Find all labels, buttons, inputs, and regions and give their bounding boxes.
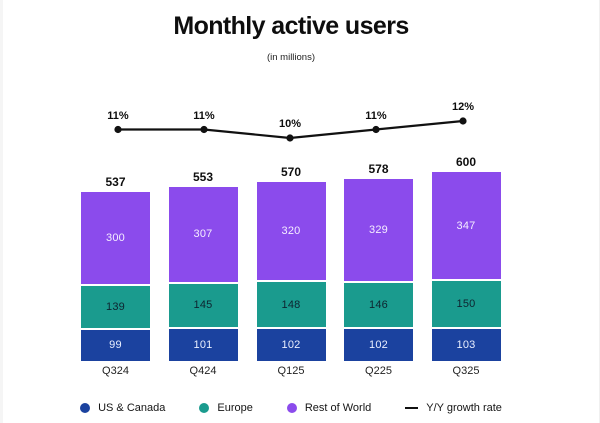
legend-item-europe: Europe bbox=[199, 402, 253, 414]
legend-dot-icon bbox=[80, 403, 91, 413]
plot-area: 99 139 300 537 Q324 101 145 307 553 Q424 102 148 320… bbox=[43, 95, 563, 385]
x-axis-label-q225: Q225 bbox=[365, 365, 392, 377]
segment-value-label: 150 bbox=[456, 297, 476, 310]
growth-marker bbox=[200, 125, 208, 134]
segment-value-label: 148 bbox=[281, 298, 301, 311]
growth-marker bbox=[286, 134, 294, 142]
growth-value-label: 11% bbox=[193, 109, 215, 122]
bar-segment-europe-q324: 139 bbox=[81, 286, 150, 330]
bar-segment-europe-q424: 145 bbox=[168, 283, 238, 330]
legend-label: Rest of World bbox=[304, 402, 372, 414]
chart-title: Monthly active users bbox=[173, 12, 409, 40]
growth-value-label: 11% bbox=[365, 109, 387, 122]
x-axis-label-q424: Q424 bbox=[189, 365, 217, 377]
x-axis-label-q325: Q325 bbox=[452, 365, 480, 377]
segment-value-label: 139 bbox=[106, 300, 125, 313]
legend-dot-icon bbox=[199, 403, 210, 413]
segment-value-label: 307 bbox=[193, 228, 213, 241]
bar-segment-rest-of-world-q325: 347 bbox=[431, 172, 501, 282]
growth-marker bbox=[372, 125, 380, 134]
bar-segment-europe-q325: 150 bbox=[431, 281, 501, 329]
legend-item-rest-of-world: Rest of World bbox=[286, 402, 372, 414]
bar-segment-us-canada-q424: 101 bbox=[168, 329, 238, 361]
legend-label: Europe bbox=[217, 402, 253, 414]
legend: US & Canada Europe Rest of World Y/Y growth… bbox=[31, 398, 551, 418]
segment-value-label: 320 bbox=[281, 224, 301, 237]
segment-value-label: 99 bbox=[109, 339, 122, 352]
x-axis-label-q125: Q125 bbox=[277, 365, 305, 377]
bar-segment-us-canada-q225: 102 bbox=[344, 328, 413, 361]
legend-label: Y/Y growth rate bbox=[426, 402, 502, 414]
bar-segment-us-canada-q324: 99 bbox=[81, 329, 150, 361]
legend-label: US & Canada bbox=[98, 402, 166, 414]
bar-segment-us-canada-q325: 103 bbox=[431, 328, 501, 361]
bar-total-label-q424: 553 bbox=[192, 169, 214, 184]
bar-total-label-q324: 537 bbox=[105, 174, 126, 189]
bar-segment-us-canada-q125: 102 bbox=[256, 328, 326, 361]
bar-segment-europe-q225: 146 bbox=[344, 282, 413, 329]
segment-value-label: 146 bbox=[369, 298, 388, 311]
legend-dot-icon bbox=[286, 403, 297, 413]
legend-dash-icon bbox=[405, 406, 419, 410]
segment-value-label: 329 bbox=[369, 224, 388, 237]
growth-value-label: 12% bbox=[451, 101, 475, 113]
chart-subtitle: (in millions) bbox=[266, 52, 316, 63]
bar-total-label-q125: 570 bbox=[280, 164, 302, 179]
growth-marker bbox=[459, 117, 467, 125]
bar-segment-rest-of-world-q225: 329 bbox=[344, 179, 413, 283]
growth-value-label: 11% bbox=[107, 109, 129, 122]
x-axis-label-q324: Q324 bbox=[102, 365, 129, 377]
segment-value-label: 102 bbox=[369, 338, 388, 351]
growth-value-label: 10% bbox=[278, 118, 302, 130]
bar-segment-rest-of-world-q125: 320 bbox=[256, 181, 326, 283]
segment-value-label: 103 bbox=[456, 338, 476, 351]
segment-value-label: 300 bbox=[106, 231, 125, 244]
segment-value-label: 102 bbox=[281, 338, 301, 351]
bar-segment-europe-q125: 148 bbox=[256, 282, 326, 329]
segment-value-label: 145 bbox=[193, 299, 213, 312]
segment-value-label: 347 bbox=[456, 219, 476, 232]
growth-marker bbox=[114, 125, 122, 134]
bar-segment-rest-of-world-q424: 307 bbox=[168, 186, 238, 284]
legend-item-y-y-growth-rate: Y/Y growth rate bbox=[405, 402, 502, 414]
legend-item-us-canada: US & Canada bbox=[80, 402, 165, 414]
bar-total-label-q225: 578 bbox=[368, 162, 389, 177]
bar-total-label-q325: 600 bbox=[455, 155, 477, 170]
segment-value-label: 101 bbox=[193, 339, 213, 352]
bar-segment-rest-of-world-q324: 300 bbox=[81, 191, 150, 287]
growth-line-chart bbox=[114, 117, 467, 142]
